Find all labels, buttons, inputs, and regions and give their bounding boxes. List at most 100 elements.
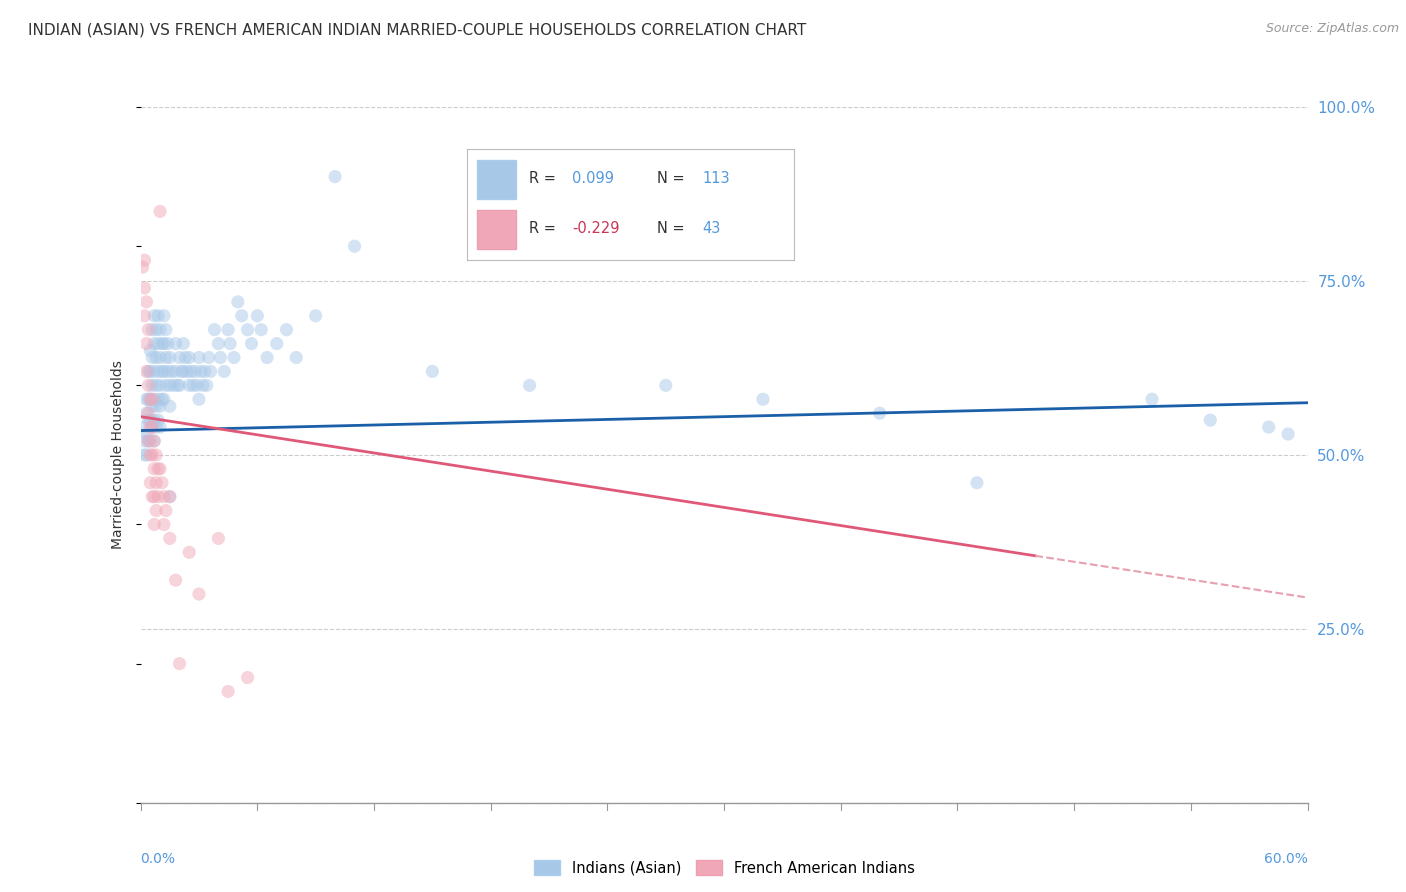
Point <box>145 378 167 392</box>
Point <box>160 364 183 378</box>
Point <box>143 434 166 448</box>
Point <box>134 448 156 462</box>
Text: R =: R = <box>530 221 561 236</box>
Point <box>159 378 181 392</box>
Point <box>200 364 222 378</box>
Point <box>212 364 235 378</box>
Point <box>139 420 162 434</box>
Point <box>139 364 162 378</box>
Point <box>155 323 177 337</box>
Text: 43: 43 <box>703 221 721 236</box>
Point <box>176 364 198 378</box>
Point <box>266 336 288 351</box>
Point <box>134 420 156 434</box>
Point <box>246 309 269 323</box>
Text: N =: N = <box>657 171 689 186</box>
Point <box>159 532 181 546</box>
Text: Source: ZipAtlas.com: Source: ZipAtlas.com <box>1265 22 1399 36</box>
Point <box>240 336 263 351</box>
Point <box>145 420 167 434</box>
Point <box>188 587 211 601</box>
Text: INDIAN (ASIAN) VS FRENCH AMERICAN INDIAN MARRIED-COUPLE HOUSEHOLDS CORRELATION C: INDIAN (ASIAN) VS FRENCH AMERICAN INDIAN… <box>28 22 807 37</box>
Point <box>146 392 169 407</box>
Point <box>146 490 169 504</box>
Point <box>150 475 173 490</box>
Point <box>135 294 157 309</box>
Point <box>141 351 163 365</box>
Point <box>172 364 194 378</box>
Point <box>155 378 177 392</box>
Point <box>143 490 166 504</box>
Point <box>170 364 193 378</box>
Point <box>163 378 186 392</box>
Point <box>134 434 156 448</box>
Point <box>188 392 211 407</box>
Point <box>188 351 211 365</box>
Point <box>172 336 194 351</box>
Point <box>143 462 166 476</box>
Point <box>143 364 166 378</box>
Text: 0.099: 0.099 <box>572 171 614 186</box>
Point <box>209 351 232 365</box>
Point <box>231 309 253 323</box>
Point <box>145 503 167 517</box>
Point <box>153 490 176 504</box>
FancyBboxPatch shape <box>477 210 516 249</box>
Point <box>149 204 172 219</box>
Point <box>135 448 157 462</box>
Point <box>138 434 160 448</box>
Text: 113: 113 <box>703 171 730 186</box>
Point <box>149 378 172 392</box>
Point <box>135 364 157 378</box>
Point <box>143 392 166 407</box>
Point <box>222 351 245 365</box>
Point <box>141 420 163 434</box>
Point <box>141 392 163 407</box>
Point <box>145 448 167 462</box>
Point <box>135 392 157 407</box>
Point <box>149 323 172 337</box>
Text: N =: N = <box>657 221 689 236</box>
Point <box>169 378 191 392</box>
Point <box>135 406 157 420</box>
Point <box>190 364 212 378</box>
Point <box>204 323 226 337</box>
Text: -0.229: -0.229 <box>572 221 620 236</box>
Point <box>141 420 163 434</box>
Point <box>139 392 162 407</box>
Point <box>323 169 346 184</box>
Point <box>141 399 163 413</box>
Point <box>1277 427 1299 442</box>
Point <box>141 448 163 462</box>
Point <box>143 336 166 351</box>
Point <box>143 309 166 323</box>
Point <box>191 378 214 392</box>
Point <box>145 323 167 337</box>
Point <box>1199 413 1222 427</box>
Point <box>276 323 298 337</box>
Point <box>134 309 156 323</box>
Point <box>966 475 988 490</box>
Point <box>135 336 157 351</box>
Point <box>139 343 162 358</box>
Text: R =: R = <box>530 171 561 186</box>
Point <box>305 309 328 323</box>
Point <box>145 351 167 365</box>
Point <box>655 378 678 392</box>
Point <box>869 406 891 420</box>
Point <box>143 413 166 427</box>
Point <box>174 351 197 365</box>
Point <box>179 378 201 392</box>
Point <box>139 475 162 490</box>
Point <box>159 351 181 365</box>
Point <box>179 351 201 365</box>
Point <box>156 336 179 351</box>
Point <box>181 378 204 392</box>
Text: 0.0%: 0.0% <box>141 852 176 865</box>
Point <box>149 420 172 434</box>
Point <box>1140 392 1163 407</box>
Point <box>150 364 173 378</box>
Point <box>1257 420 1279 434</box>
Point <box>343 239 366 253</box>
Point <box>217 323 239 337</box>
